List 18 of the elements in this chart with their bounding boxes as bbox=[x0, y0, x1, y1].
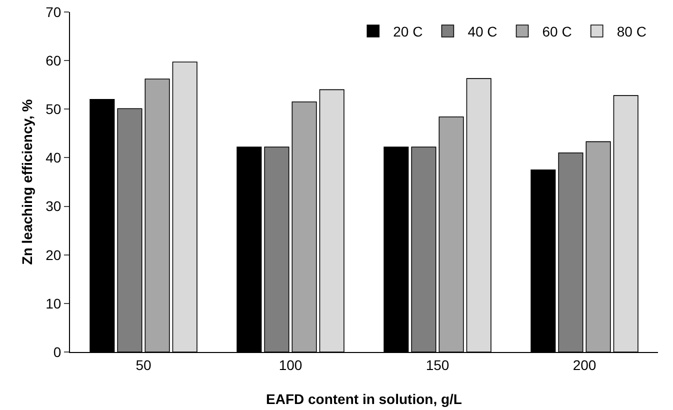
y-tick-label: 20 bbox=[46, 246, 62, 263]
y-tick-label: 40 bbox=[46, 150, 62, 166]
y-tick-label: 70 bbox=[46, 4, 62, 20]
x-axis-title: EAFD content in solution, g/L bbox=[266, 391, 462, 407]
legend-label: 60 C bbox=[542, 23, 572, 40]
y-tick-label: 30 bbox=[46, 198, 62, 214]
legend-label: 20 C bbox=[393, 23, 423, 40]
legend-label: 40 C bbox=[468, 23, 498, 40]
y-tick-label: 0 bbox=[53, 344, 62, 360]
y-tick-label: 50 bbox=[46, 101, 62, 118]
y-tick-label: 10 bbox=[46, 295, 62, 312]
x-tick-label: 200 bbox=[572, 356, 596, 373]
y-axis-title: Zn leaching efficiency, % bbox=[19, 98, 35, 265]
legend-label: 80 C bbox=[616, 23, 646, 40]
x-tick-label: 50 bbox=[136, 356, 152, 373]
x-tick-label: 100 bbox=[278, 356, 302, 373]
x-tick-label: 150 bbox=[426, 356, 450, 373]
y-tick-label: 60 bbox=[46, 52, 62, 68]
